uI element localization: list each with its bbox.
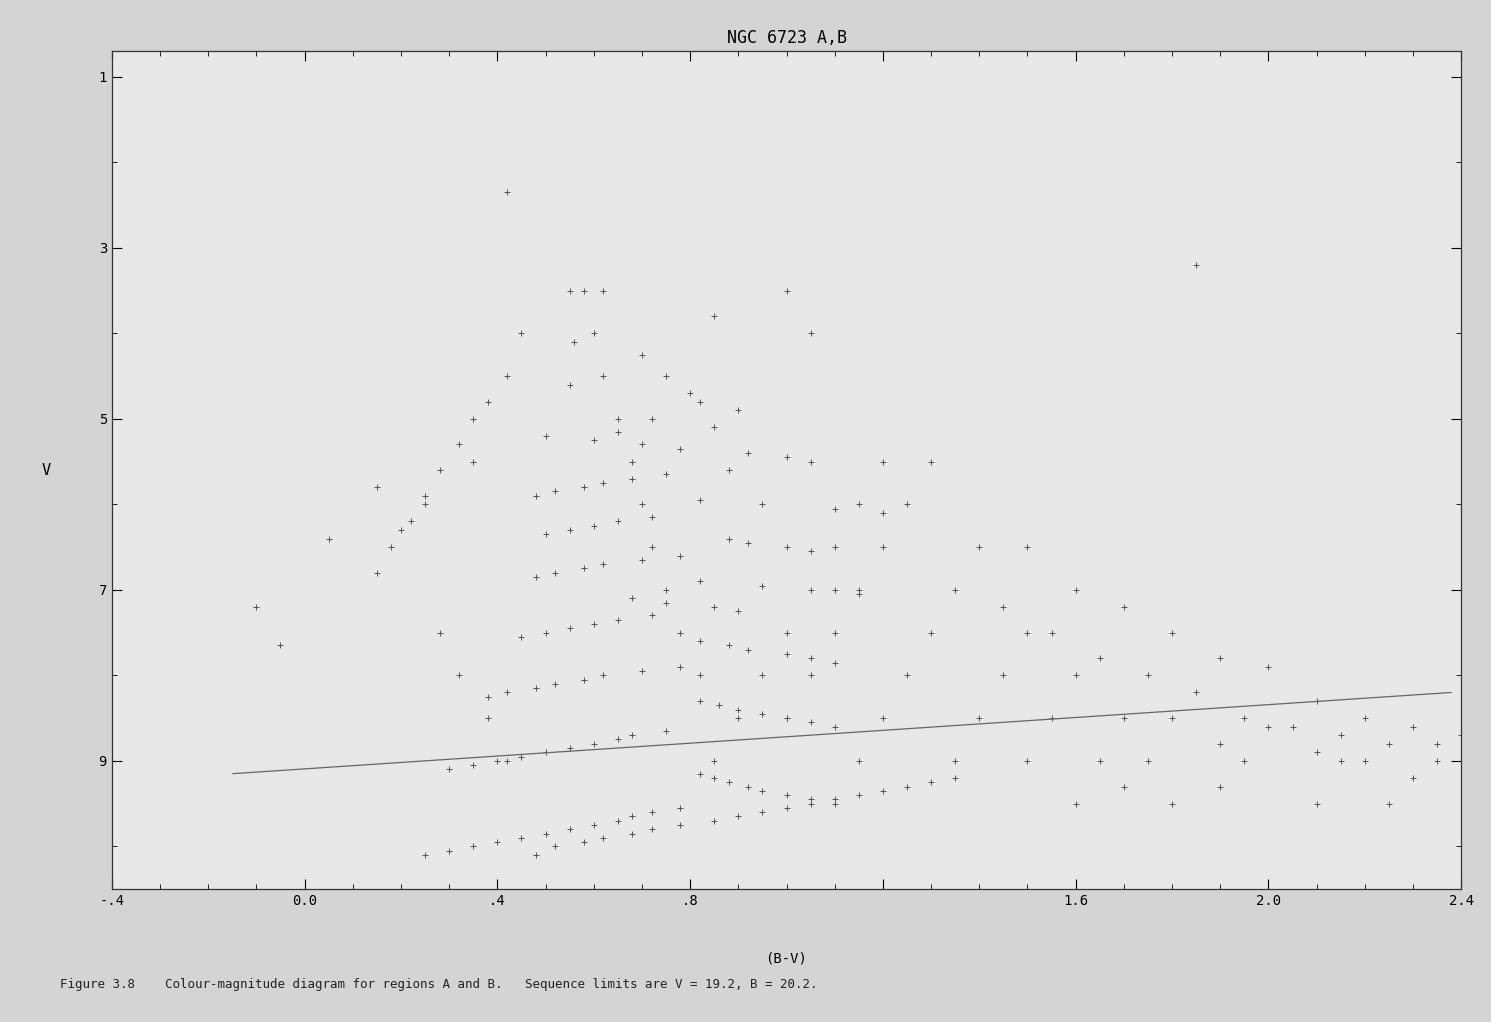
Text: Figure 3.8    Colour-magnitude diagram for regions A and B.   Sequence limits ar: Figure 3.8 Colour-magnitude diagram for … [60,978,817,991]
Text: (B-V): (B-V) [765,953,808,966]
Text: V: V [42,463,51,477]
Title: NGC 6723 A,B: NGC 6723 A,B [726,29,847,47]
